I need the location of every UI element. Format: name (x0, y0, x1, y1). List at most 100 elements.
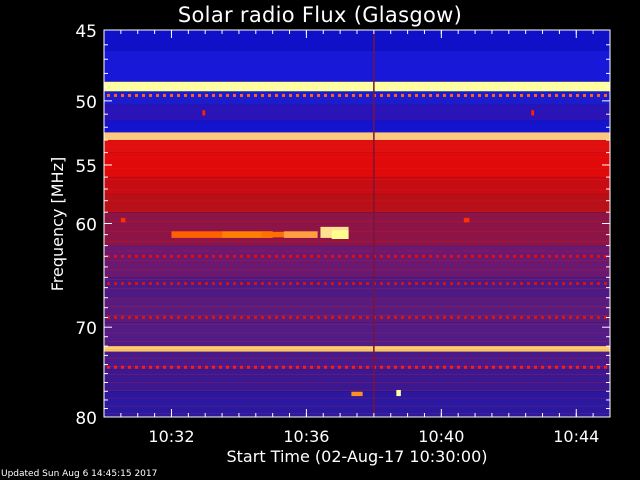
band-dot (534, 254, 537, 258)
band-dot (541, 282, 544, 286)
radio-burst (396, 389, 401, 397)
band-dot (429, 282, 432, 286)
band-dot (142, 365, 145, 369)
band-dot (254, 365, 257, 369)
band-dot (457, 93, 460, 97)
band-dot (121, 254, 124, 258)
band-dot (380, 365, 383, 369)
band-dot (303, 365, 306, 369)
band-dot (296, 254, 299, 258)
band-dot (247, 282, 250, 286)
band-dot (366, 93, 369, 97)
band-dot (261, 282, 264, 286)
band-dot (240, 316, 243, 320)
band-dot (275, 254, 278, 258)
band-dot (499, 93, 502, 97)
band-dot (114, 93, 117, 97)
band-dot (415, 254, 418, 258)
y-tick-label: 80 (75, 409, 97, 429)
frequency-band (104, 81, 610, 92)
band-dot (261, 316, 264, 320)
band-dot (128, 316, 131, 320)
band-dot (366, 254, 369, 258)
band-dot (366, 316, 369, 320)
band-dot (324, 93, 327, 97)
x-tick-label: 10:44 (553, 427, 599, 446)
band-dot (177, 93, 180, 97)
frequency-band (104, 120, 610, 133)
frequency-band (104, 369, 610, 392)
band-dot (212, 365, 215, 369)
band-dot (590, 365, 593, 369)
band-dot (121, 316, 124, 320)
band-dot (352, 254, 355, 258)
frequency-band (104, 152, 610, 178)
band-dot (436, 365, 439, 369)
band-dot (121, 365, 124, 369)
band-dot (233, 282, 236, 286)
band-dot (275, 93, 278, 97)
band-dot (170, 254, 173, 258)
band-dot (149, 282, 152, 286)
band-dot (429, 316, 432, 320)
band-dot (422, 316, 425, 320)
band-dot (457, 316, 460, 320)
band-dot (422, 282, 425, 286)
frequency-band (104, 277, 610, 298)
band-dot (156, 254, 159, 258)
band-dot (107, 365, 110, 369)
band-dot (464, 316, 467, 320)
band-dot (492, 365, 495, 369)
band-dot (205, 93, 208, 97)
band-dot (170, 316, 173, 320)
band-dot (149, 254, 152, 258)
band-dot (513, 282, 516, 286)
band-dot (345, 365, 348, 369)
chart-title: Solar radio Flux (Glasgow) (177, 3, 463, 27)
band-dot (604, 365, 607, 369)
band-dot (177, 316, 180, 320)
frequency-band (104, 132, 610, 141)
band-dot (499, 282, 502, 286)
band-dot (443, 254, 446, 258)
band-dot (226, 316, 229, 320)
band-dot (303, 254, 306, 258)
band-dot (233, 254, 236, 258)
band-dot (401, 282, 404, 286)
band-dot (534, 93, 537, 97)
band-dot (275, 365, 278, 369)
band-dot (485, 316, 488, 320)
band-dot (184, 365, 187, 369)
band-dot (499, 365, 502, 369)
band-dot (394, 254, 397, 258)
band-dot (408, 282, 411, 286)
band-dot (254, 93, 257, 97)
band-dot (303, 316, 306, 320)
band-dot (492, 316, 495, 320)
band-dot (114, 282, 117, 286)
x-tick-label: 10:36 (283, 427, 329, 446)
band-dot (527, 365, 530, 369)
band-dot (520, 365, 523, 369)
band-dot (268, 316, 271, 320)
band-dot (597, 254, 600, 258)
band-dot (233, 365, 236, 369)
band-dot (569, 282, 572, 286)
band-dot (289, 282, 292, 286)
band-dot (464, 365, 467, 369)
band-dot (436, 93, 439, 97)
band-dot (513, 254, 516, 258)
band-dot (177, 365, 180, 369)
band-dot (345, 316, 348, 320)
band-dot (471, 365, 474, 369)
band-dot (520, 93, 523, 97)
band-dot (576, 282, 579, 286)
band-dot (233, 93, 236, 97)
band-dot (422, 254, 425, 258)
band-dot (604, 93, 607, 97)
radio-burst (202, 110, 206, 116)
band-dot (135, 316, 138, 320)
band-dot (261, 254, 264, 258)
band-dot (296, 282, 299, 286)
